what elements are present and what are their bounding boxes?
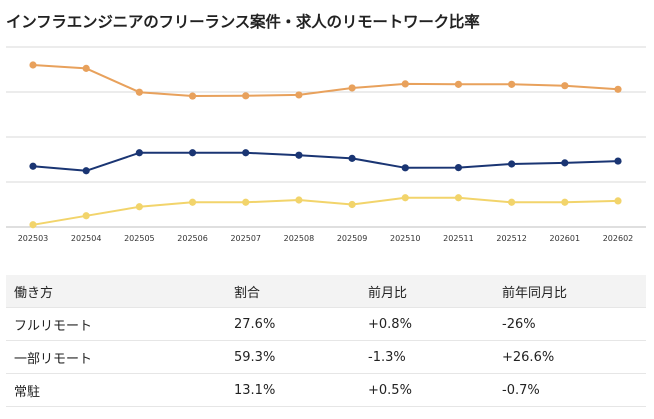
series-2-point bbox=[82, 212, 90, 220]
series-1-point bbox=[561, 159, 569, 167]
series-1-point bbox=[401, 164, 409, 172]
row-mom: -1.3% bbox=[368, 349, 406, 365]
series-0-point bbox=[454, 80, 463, 88]
series-1-point bbox=[295, 151, 303, 159]
series-2-point bbox=[29, 221, 37, 229]
remote-ratio-table: 働き方 割合 前月比 前年同月比 フルリモート 27.6% +0.8% -26%… bbox=[6, 275, 646, 407]
series-2-point bbox=[401, 194, 409, 202]
series-2-point bbox=[561, 198, 569, 206]
series-2-point bbox=[135, 203, 143, 211]
series-1-point bbox=[188, 149, 197, 157]
series-2-point bbox=[508, 198, 516, 206]
series-0-point bbox=[348, 84, 356, 92]
row-yoy: +26.6% bbox=[502, 349, 555, 365]
x-tick-label: 202511 bbox=[443, 234, 474, 243]
x-tick-label: 202602 bbox=[603, 234, 634, 243]
header-yoy: 前年同月比 bbox=[502, 285, 568, 301]
series-0-point bbox=[561, 82, 569, 90]
series-2-point bbox=[614, 197, 622, 205]
header-mom: 前月比 bbox=[368, 285, 408, 301]
series-line-1 bbox=[32, 151, 619, 172]
row-ratio: 59.3% bbox=[234, 349, 276, 365]
x-tick-label: 202507 bbox=[230, 234, 261, 243]
table-row: 一部リモート 59.3% -1.3% +26.6% bbox=[6, 340, 646, 374]
table-row: フルリモート 27.6% +0.8% -26% bbox=[6, 307, 646, 341]
row-label: 常駐 bbox=[14, 384, 41, 400]
table-header-row: 働き方 割合 前月比 前年同月比 bbox=[6, 275, 646, 308]
row-ratio: 27.6% bbox=[234, 316, 276, 332]
series-0-point bbox=[188, 92, 197, 100]
series-0-point bbox=[508, 80, 516, 88]
x-tick-label: 202508 bbox=[284, 234, 315, 243]
series-1-point bbox=[135, 149, 143, 157]
series-line-2 bbox=[32, 196, 619, 226]
series-2-point bbox=[242, 198, 250, 206]
series-1-point bbox=[614, 157, 622, 165]
row-mom: +0.8% bbox=[368, 316, 412, 332]
series-2-point bbox=[454, 194, 463, 202]
line-chart: 202503 202504 202505 202506 202507 202508 2025… bbox=[6, 46, 646, 243]
x-tick-label: 202506 bbox=[177, 234, 208, 243]
series-1-point bbox=[242, 149, 250, 157]
series-0-point bbox=[295, 91, 303, 99]
row-mom: +0.5% bbox=[368, 382, 412, 398]
series-0-point bbox=[242, 92, 250, 100]
series-1-point bbox=[29, 162, 37, 170]
x-tick-label: 202504 bbox=[71, 234, 102, 243]
series-0-point bbox=[401, 80, 409, 88]
row-label: フルリモート bbox=[14, 318, 93, 334]
series-0-point bbox=[82, 64, 90, 72]
header-work-style: 働き方 bbox=[14, 285, 54, 301]
series-0-point bbox=[29, 61, 37, 69]
header-ratio: 割合 bbox=[234, 285, 261, 301]
x-tick-label: 202601 bbox=[550, 234, 581, 243]
series-1-point bbox=[348, 154, 356, 162]
row-ratio: 13.1% bbox=[234, 382, 276, 398]
series-2-point bbox=[188, 198, 197, 206]
row-yoy: -0.7% bbox=[502, 382, 540, 398]
table-row: 常駐 13.1% +0.5% -0.7% bbox=[6, 373, 646, 407]
chart-title: インフラエンジニアのフリーランス案件・求人のリモートワーク比率 bbox=[6, 13, 480, 31]
row-yoy: -26% bbox=[502, 316, 536, 332]
x-tick-label: 202503 bbox=[18, 234, 49, 243]
series-2-point bbox=[348, 200, 356, 209]
series-0-point bbox=[135, 88, 143, 96]
series-1-point bbox=[508, 160, 516, 168]
x-tick-label: 202512 bbox=[496, 234, 527, 243]
series-0-point bbox=[614, 85, 622, 93]
series-2-point bbox=[295, 196, 303, 204]
row-label: 一部リモート bbox=[14, 351, 93, 367]
series-line-0 bbox=[32, 64, 619, 97]
series-1-point bbox=[454, 164, 463, 172]
x-tick-label: 202510 bbox=[390, 234, 421, 243]
series-1-point bbox=[82, 167, 90, 175]
x-tick-label: 202505 bbox=[124, 234, 155, 243]
x-tick-label: 202509 bbox=[337, 234, 368, 243]
